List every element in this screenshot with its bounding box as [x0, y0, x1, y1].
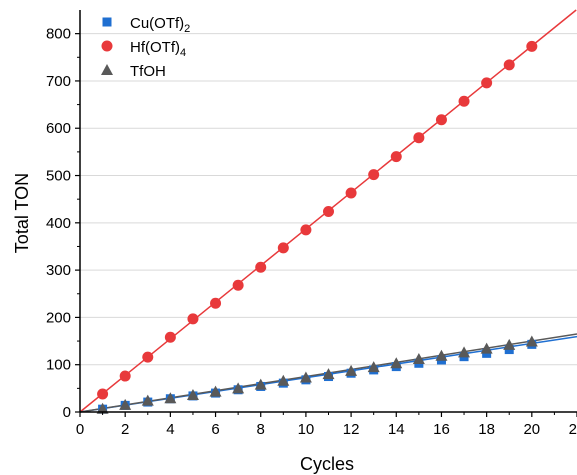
data-point: [413, 132, 425, 144]
x-tick-label: 8: [257, 421, 265, 438]
legend-marker: [101, 64, 113, 75]
x-tick-label: 12: [343, 421, 360, 438]
y-tick-label: 300: [46, 262, 71, 279]
data-point: [119, 370, 131, 382]
y-tick-label: 800: [46, 26, 71, 43]
legend-marker: [101, 40, 113, 52]
x-tick-label: 0: [76, 421, 84, 438]
data-point: [186, 388, 199, 400]
data-point: [345, 364, 358, 376]
data-point: [526, 40, 538, 52]
y-tick-label: 700: [46, 73, 71, 90]
data-point: [503, 59, 515, 71]
data-point: [503, 338, 516, 350]
data-point: [142, 351, 154, 363]
data-point: [232, 382, 245, 394]
y-tick-label: 500: [46, 168, 71, 185]
data-point: [97, 388, 109, 400]
data-point: [458, 346, 471, 358]
data-point: [323, 205, 334, 217]
data-point: [209, 385, 222, 397]
y-tick-label: 600: [46, 120, 71, 137]
data-point: [390, 357, 403, 369]
data-point: [390, 151, 402, 163]
data-point: [254, 378, 267, 390]
data-point: [458, 95, 470, 107]
data-point: [119, 398, 132, 410]
x-tick-label: 6: [211, 421, 219, 438]
y-tick-label: 400: [46, 215, 71, 232]
data-point: [300, 224, 312, 236]
legend-label: Hf(OTf)4: [130, 39, 186, 59]
data-point: [299, 371, 312, 383]
x-tick-label: 2: [121, 421, 129, 438]
data-point: [412, 353, 425, 365]
data-point: [277, 242, 289, 254]
data-point: [96, 402, 109, 414]
data-point: [322, 368, 335, 380]
y-tick-label: 100: [46, 357, 71, 374]
x-tick-label: 4: [166, 421, 174, 438]
data-point: [164, 331, 176, 343]
y-tick-label: 0: [63, 404, 71, 421]
data-point: [367, 361, 380, 373]
x-axis-title: Cycles: [300, 454, 354, 474]
legend: Cu(OTf)2 Hf(OTf)4 TfOH: [101, 15, 190, 80]
data-point: [187, 313, 199, 325]
data-point: [435, 114, 447, 126]
grid: [80, 33, 577, 366]
data-point: [525, 335, 538, 347]
data-point: [232, 279, 244, 291]
legend-label: Cu(OTf)2: [130, 15, 190, 35]
data-point: [345, 187, 357, 199]
data-point: [277, 374, 290, 386]
data-point: [210, 297, 222, 309]
data-point: [164, 392, 177, 404]
legend-marker: [102, 17, 112, 27]
x-tick-label: 22: [569, 421, 577, 438]
data-points: [96, 40, 538, 414]
data-point: [141, 394, 154, 406]
data-point: [368, 169, 380, 181]
data-point: [255, 261, 267, 273]
y-axis-title: Total TON: [12, 173, 32, 253]
axes: [75, 10, 577, 417]
data-point: [480, 342, 493, 354]
x-tick-label: 10: [298, 421, 315, 438]
data-point: [435, 349, 448, 361]
x-tick-label: 20: [523, 421, 540, 438]
x-tick-label: 16: [433, 421, 450, 438]
x-tick-label: 14: [388, 421, 405, 438]
x-tick-label: 18: [478, 421, 495, 438]
tick-labels: 0 2 4 6 8 10 12 14 16 18 20 22 0 100 200 300 400 500 600 70…: [46, 26, 577, 438]
y-tick-label: 200: [46, 309, 71, 326]
data-point: [481, 77, 493, 89]
legend-label: TfOH: [130, 63, 166, 80]
